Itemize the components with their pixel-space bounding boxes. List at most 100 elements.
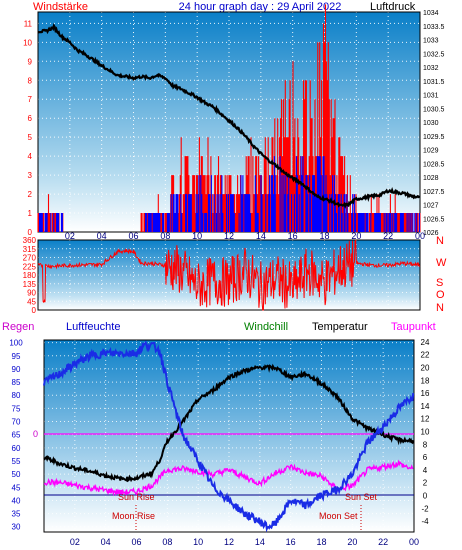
compass-letter: N — [436, 302, 444, 314]
temperature-tick-label: 18 — [421, 376, 430, 385]
temperature-tick-label: 6 — [423, 453, 428, 462]
wind-tick-label: 1 — [28, 209, 33, 218]
pressure-tick-label: 1031.5 — [423, 79, 445, 86]
time-tick-label: 20 — [351, 231, 361, 241]
temperature-tick-label: 2 — [423, 479, 428, 488]
pressure-tick-label: 1033.5 — [423, 24, 445, 31]
wind-tick-label: 0 — [28, 228, 33, 237]
temperature-tick-label: 0 — [423, 492, 428, 501]
humidity-tick-label: 70 — [12, 418, 21, 427]
temperature-tick-label: 4 — [423, 466, 428, 475]
time-tick-label: 08 — [162, 537, 172, 547]
direction-tick-label: 270 — [23, 254, 37, 263]
wind-tick-label: 7 — [28, 95, 33, 104]
humidity-tick-label: 50 — [12, 470, 21, 479]
wind-gust-bars — [38, 156, 421, 232]
pressure-tick-label: 1029.5 — [423, 134, 445, 141]
time-tick-label: 18 — [319, 231, 329, 241]
wind-y-ticks: 0 1 2 3 4 5 6 7 8 9 10 11 — [23, 19, 32, 237]
wind-direction-line — [37, 239, 421, 311]
time-tick-label: 22 — [383, 231, 393, 241]
direction-tick-label: 90 — [27, 289, 36, 298]
direction-tick-label: 180 — [23, 271, 37, 280]
humidity-tick-label: 90 — [12, 365, 21, 374]
humidity-tick-label: 40 — [12, 496, 21, 505]
wind-tick-label: 11 — [24, 19, 33, 28]
time-tick-label: 06 — [128, 231, 138, 241]
time-tick-label: 02 — [65, 231, 75, 241]
label-windchill: Windchill — [244, 321, 288, 333]
humidity-series-line — [43, 340, 415, 533]
climate-frame — [43, 339, 415, 533]
pressure-series-line — [37, 23, 421, 210]
wind-tick-label: 2 — [28, 190, 33, 199]
title-date: 24 hour graph day : 29 April 2022 — [179, 1, 342, 13]
temperature-tick-label: 20 — [421, 364, 430, 373]
sun-rise-label: Sun Rise — [118, 492, 155, 502]
pressure-tick-label: 1032.5 — [423, 51, 445, 58]
wind-tick-label: 3 — [28, 171, 33, 180]
direction-tick-label: 0 — [32, 306, 37, 315]
climate-x-ticks: 02 04 06 08 10 12 14 16 18 20 22 00 — [70, 537, 419, 547]
pressure-tick-label: 1034 — [423, 10, 439, 17]
humidity-tick-label: 80 — [12, 391, 21, 400]
rain-zero-label: 0 — [33, 429, 38, 439]
time-tick-label: 10 — [193, 537, 203, 547]
compass-letter: S — [436, 277, 443, 289]
temperature-tick-label: -4 — [421, 517, 429, 526]
title-windstaerke: Windstärke — [33, 1, 88, 13]
time-tick-label: 16 — [286, 537, 296, 547]
title-luftdruck: Luftdruck — [370, 1, 416, 13]
wind-bars — [37, 4, 421, 232]
pressure-line — [37, 23, 421, 210]
temperature-tick-label: 24 — [421, 338, 430, 347]
pressure-tick-label: 1032 — [423, 65, 439, 72]
pressure-tick-label: 1027.5 — [423, 189, 445, 196]
moon-set-label: Moon Set — [319, 511, 358, 521]
time-tick-label: 14 — [256, 231, 266, 241]
wind-tick-label: 6 — [28, 114, 33, 123]
pressure-tick-label: 1030 — [423, 120, 439, 127]
wind-tick-label: 4 — [28, 152, 33, 161]
climate-lines — [43, 340, 415, 533]
pressure-tick-label: 1029 — [423, 148, 439, 155]
humidity-tick-label: 55 — [12, 457, 21, 466]
pressure-tick-label: 1031 — [423, 93, 439, 100]
label-temperatur: Temperatur — [312, 321, 368, 333]
wind-tick-label: 8 — [28, 76, 33, 85]
pressure-y-ticks: 1026 1026.5 1027 1027.5 1028 1028.5 1029 1029.5… — [423, 10, 445, 237]
direction-tick-label: 315 — [23, 245, 37, 254]
dewpoint-series-line — [43, 459, 414, 497]
time-tick-label: 16 — [288, 231, 298, 241]
time-tick-label: 04 — [101, 537, 111, 547]
time-tick-label: 04 — [97, 231, 107, 241]
moon-rise-label: Moon Rise — [112, 511, 155, 521]
time-tick-label: 18 — [316, 537, 326, 547]
time-tick-label: 06 — [131, 537, 141, 547]
time-tick-label: 10 — [192, 231, 202, 241]
direction-tick-label: 45 — [27, 297, 36, 306]
humidity-tick-label: 60 — [12, 444, 21, 453]
time-tick-label: 22 — [378, 537, 388, 547]
time-tick-label: 00 — [415, 231, 425, 241]
humidity-y-ticks: 30 35 40 45 50 55 60 65 70 75 80 85 90 95 100 — [9, 339, 23, 532]
temperature-tick-label: 22 — [421, 351, 430, 360]
temperature-tick-label: 16 — [421, 389, 430, 398]
pressure-tick-label: 1033 — [423, 38, 439, 45]
compass-letter: O — [436, 289, 445, 301]
temperature-tick-label: 14 — [421, 402, 430, 411]
wind-direction-grid — [37, 239, 421, 311]
time-tick-label: 12 — [224, 231, 234, 241]
direction-tick-label: 135 — [23, 280, 37, 289]
wind-tick-label: 10 — [23, 38, 32, 47]
wind-tick-label: 9 — [28, 57, 33, 66]
compass-letter: W — [436, 257, 447, 269]
wind-pressure-x-ticks: 02 04 06 08 10 12 14 16 18 20 22 00 — [65, 231, 425, 241]
time-tick-label: 14 — [255, 537, 265, 547]
time-tick-label: 08 — [160, 231, 170, 241]
